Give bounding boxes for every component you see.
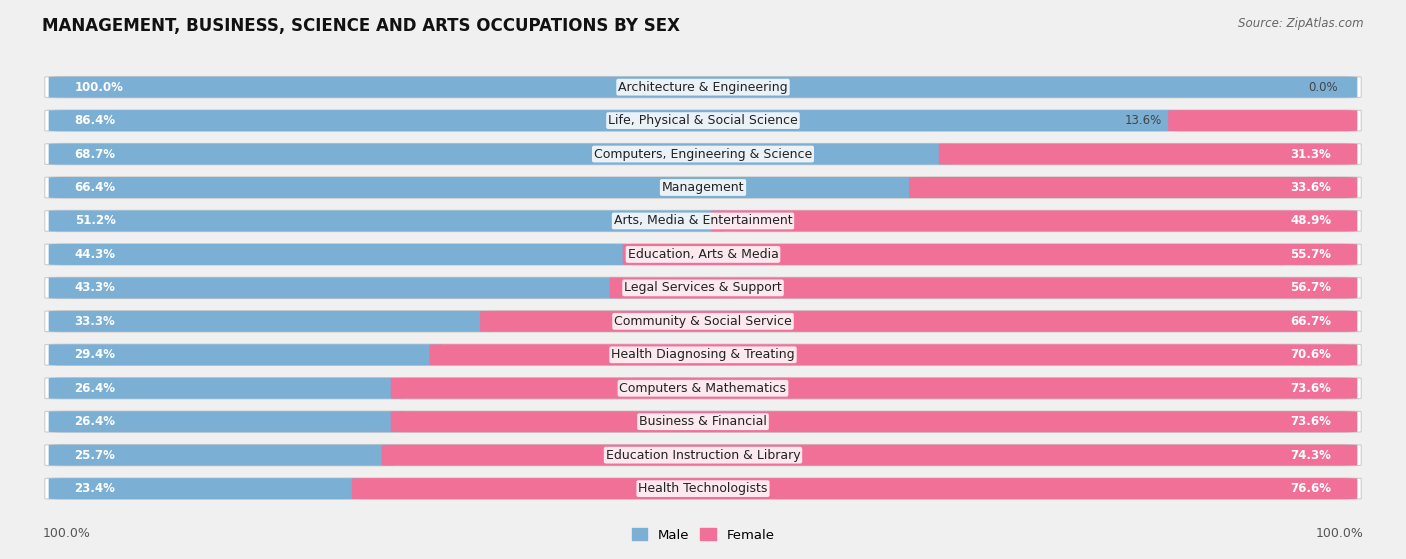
Text: 23.4%: 23.4% bbox=[75, 482, 115, 495]
FancyBboxPatch shape bbox=[45, 411, 1361, 432]
FancyBboxPatch shape bbox=[711, 210, 1357, 231]
Text: MANAGEMENT, BUSINESS, SCIENCE AND ARTS OCCUPATIONS BY SEX: MANAGEMENT, BUSINESS, SCIENCE AND ARTS O… bbox=[42, 17, 681, 35]
FancyBboxPatch shape bbox=[45, 177, 1361, 198]
Text: Legal Services & Support: Legal Services & Support bbox=[624, 281, 782, 295]
FancyBboxPatch shape bbox=[49, 210, 725, 231]
FancyBboxPatch shape bbox=[45, 110, 1361, 131]
Text: 13.6%: 13.6% bbox=[1125, 114, 1161, 127]
FancyBboxPatch shape bbox=[49, 244, 636, 265]
Text: 48.9%: 48.9% bbox=[1291, 215, 1331, 228]
FancyBboxPatch shape bbox=[49, 110, 1181, 131]
FancyBboxPatch shape bbox=[430, 344, 1357, 366]
FancyBboxPatch shape bbox=[49, 311, 494, 332]
Text: 70.6%: 70.6% bbox=[1291, 348, 1331, 361]
Text: 0.0%: 0.0% bbox=[1308, 80, 1339, 94]
FancyBboxPatch shape bbox=[381, 444, 1357, 466]
Text: Health Technologists: Health Technologists bbox=[638, 482, 768, 495]
Legend: Male, Female: Male, Female bbox=[626, 523, 780, 547]
Text: 31.3%: 31.3% bbox=[1291, 148, 1331, 160]
FancyBboxPatch shape bbox=[45, 344, 1361, 366]
Text: 43.3%: 43.3% bbox=[75, 281, 115, 295]
Text: 66.7%: 66.7% bbox=[1291, 315, 1331, 328]
Text: Community & Social Service: Community & Social Service bbox=[614, 315, 792, 328]
Text: 25.7%: 25.7% bbox=[75, 449, 115, 462]
Text: 29.4%: 29.4% bbox=[75, 348, 115, 361]
FancyBboxPatch shape bbox=[45, 478, 1361, 499]
FancyBboxPatch shape bbox=[45, 311, 1361, 332]
Text: 73.6%: 73.6% bbox=[1291, 382, 1331, 395]
FancyBboxPatch shape bbox=[352, 478, 1357, 499]
FancyBboxPatch shape bbox=[49, 177, 922, 198]
Text: 86.4%: 86.4% bbox=[75, 114, 115, 127]
Text: 68.7%: 68.7% bbox=[75, 148, 115, 160]
FancyBboxPatch shape bbox=[49, 378, 404, 399]
Text: Source: ZipAtlas.com: Source: ZipAtlas.com bbox=[1239, 17, 1364, 30]
FancyBboxPatch shape bbox=[45, 378, 1361, 399]
FancyBboxPatch shape bbox=[45, 210, 1361, 231]
Text: Business & Financial: Business & Financial bbox=[640, 415, 766, 428]
FancyBboxPatch shape bbox=[391, 411, 1357, 432]
Text: 100.0%: 100.0% bbox=[42, 527, 90, 541]
FancyBboxPatch shape bbox=[45, 77, 1361, 98]
Text: 44.3%: 44.3% bbox=[75, 248, 115, 261]
Text: Computers, Engineering & Science: Computers, Engineering & Science bbox=[593, 148, 813, 160]
Text: 74.3%: 74.3% bbox=[1291, 449, 1331, 462]
FancyBboxPatch shape bbox=[939, 144, 1357, 164]
Text: Management: Management bbox=[662, 181, 744, 194]
FancyBboxPatch shape bbox=[610, 277, 1357, 299]
FancyBboxPatch shape bbox=[1168, 110, 1357, 131]
FancyBboxPatch shape bbox=[910, 177, 1357, 198]
Text: Computers & Mathematics: Computers & Mathematics bbox=[620, 382, 786, 395]
Text: Education, Arts & Media: Education, Arts & Media bbox=[627, 248, 779, 261]
Text: 73.6%: 73.6% bbox=[1291, 415, 1331, 428]
Text: 100.0%: 100.0% bbox=[1316, 527, 1364, 541]
FancyBboxPatch shape bbox=[49, 478, 364, 499]
Text: 26.4%: 26.4% bbox=[75, 415, 115, 428]
FancyBboxPatch shape bbox=[49, 411, 404, 432]
FancyBboxPatch shape bbox=[623, 244, 1357, 265]
Text: Health Diagnosing & Treating: Health Diagnosing & Treating bbox=[612, 348, 794, 361]
FancyBboxPatch shape bbox=[49, 277, 623, 299]
Text: 76.6%: 76.6% bbox=[1291, 482, 1331, 495]
Text: 33.6%: 33.6% bbox=[1291, 181, 1331, 194]
Text: Arts, Media & Entertainment: Arts, Media & Entertainment bbox=[613, 215, 793, 228]
FancyBboxPatch shape bbox=[49, 444, 395, 466]
FancyBboxPatch shape bbox=[49, 77, 1357, 98]
FancyBboxPatch shape bbox=[49, 144, 952, 164]
Text: 66.4%: 66.4% bbox=[75, 181, 115, 194]
Text: 56.7%: 56.7% bbox=[1291, 281, 1331, 295]
FancyBboxPatch shape bbox=[45, 444, 1361, 466]
Text: 26.4%: 26.4% bbox=[75, 382, 115, 395]
Text: 33.3%: 33.3% bbox=[75, 315, 115, 328]
FancyBboxPatch shape bbox=[45, 277, 1361, 299]
FancyBboxPatch shape bbox=[49, 344, 443, 366]
Text: 55.7%: 55.7% bbox=[1291, 248, 1331, 261]
FancyBboxPatch shape bbox=[479, 311, 1357, 332]
FancyBboxPatch shape bbox=[391, 378, 1357, 399]
Text: 100.0%: 100.0% bbox=[75, 80, 124, 94]
FancyBboxPatch shape bbox=[45, 144, 1361, 165]
Text: Education Instruction & Library: Education Instruction & Library bbox=[606, 449, 800, 462]
Text: 51.2%: 51.2% bbox=[75, 215, 115, 228]
FancyBboxPatch shape bbox=[45, 244, 1361, 265]
Text: Life, Physical & Social Science: Life, Physical & Social Science bbox=[609, 114, 797, 127]
Text: Architecture & Engineering: Architecture & Engineering bbox=[619, 80, 787, 94]
